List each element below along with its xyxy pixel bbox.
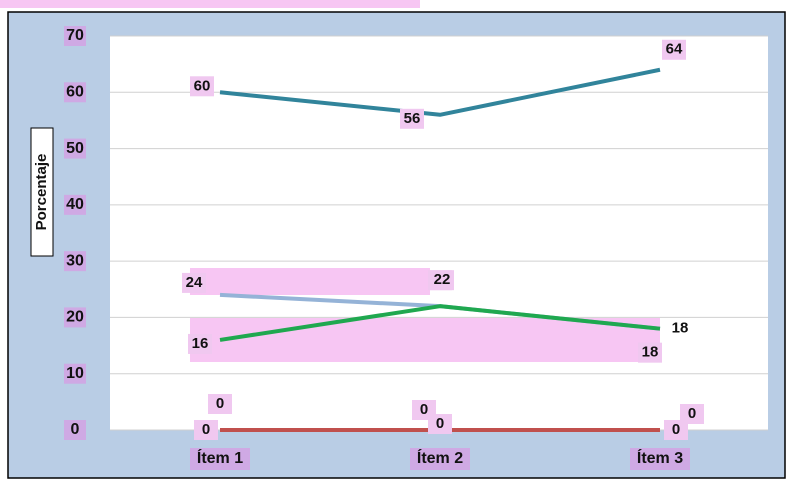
y-tick-label: 50 (66, 140, 84, 157)
label-bg (64, 251, 86, 272)
label-bg (64, 363, 86, 384)
data-label: 16 (192, 335, 209, 352)
data-label: 0 (688, 405, 696, 422)
label-bg (662, 39, 686, 60)
y-tick-label: 70 (66, 27, 84, 44)
y-tick-label: 30 (66, 252, 84, 269)
data-label: 0 (436, 415, 444, 432)
label-bg (400, 108, 424, 129)
highlight (190, 318, 660, 362)
y-tick-label: 60 (66, 84, 84, 101)
label-bg (208, 394, 232, 414)
label-bg (64, 420, 86, 440)
label-bg (64, 26, 86, 46)
plot-area (110, 36, 768, 430)
data-label: 0 (420, 401, 428, 418)
data-label: 24 (186, 274, 203, 291)
data-label: 64 (666, 41, 683, 58)
data-label: 56 (404, 110, 421, 127)
data-label: 0 (216, 395, 224, 412)
label-bg (428, 414, 452, 434)
label-bg (64, 194, 86, 215)
label-bg (64, 82, 86, 103)
data-label: 0 (202, 421, 210, 438)
line (219, 304, 661, 342)
data-label: 60 (194, 77, 211, 94)
label-bg (188, 333, 212, 354)
label-bg (64, 138, 86, 159)
label-bg (194, 420, 218, 440)
x-tick-label: Ítem 1 (197, 448, 243, 467)
top-strip (0, 0, 420, 8)
highlight (190, 268, 430, 295)
data-label: 0 (672, 421, 680, 438)
label-bg (64, 307, 86, 328)
y-axis-title: Porcentaje (33, 154, 50, 231)
label-bg (680, 404, 704, 424)
line (219, 67, 661, 117)
label-bg (190, 76, 214, 97)
y-tick-label: 40 (66, 196, 84, 213)
label-bg (430, 270, 454, 291)
y-tick-label: 20 (66, 309, 84, 326)
label-bg (410, 448, 470, 470)
data-label: 22 (434, 271, 451, 288)
label-bg (630, 448, 690, 470)
label-bg (664, 420, 688, 440)
label-bg (190, 448, 250, 470)
x-tick-label: Ítem 2 (417, 448, 463, 467)
y-axis-title-box (30, 127, 54, 257)
y-tick-label: 0 (71, 421, 80, 438)
x-tick-label: Ítem 3 (637, 448, 683, 467)
label-bg (182, 272, 206, 293)
label-bg (638, 342, 662, 363)
y-tick-label: 10 (66, 365, 84, 382)
data-label: 18 (672, 320, 689, 337)
data-label: 18 (642, 344, 659, 361)
